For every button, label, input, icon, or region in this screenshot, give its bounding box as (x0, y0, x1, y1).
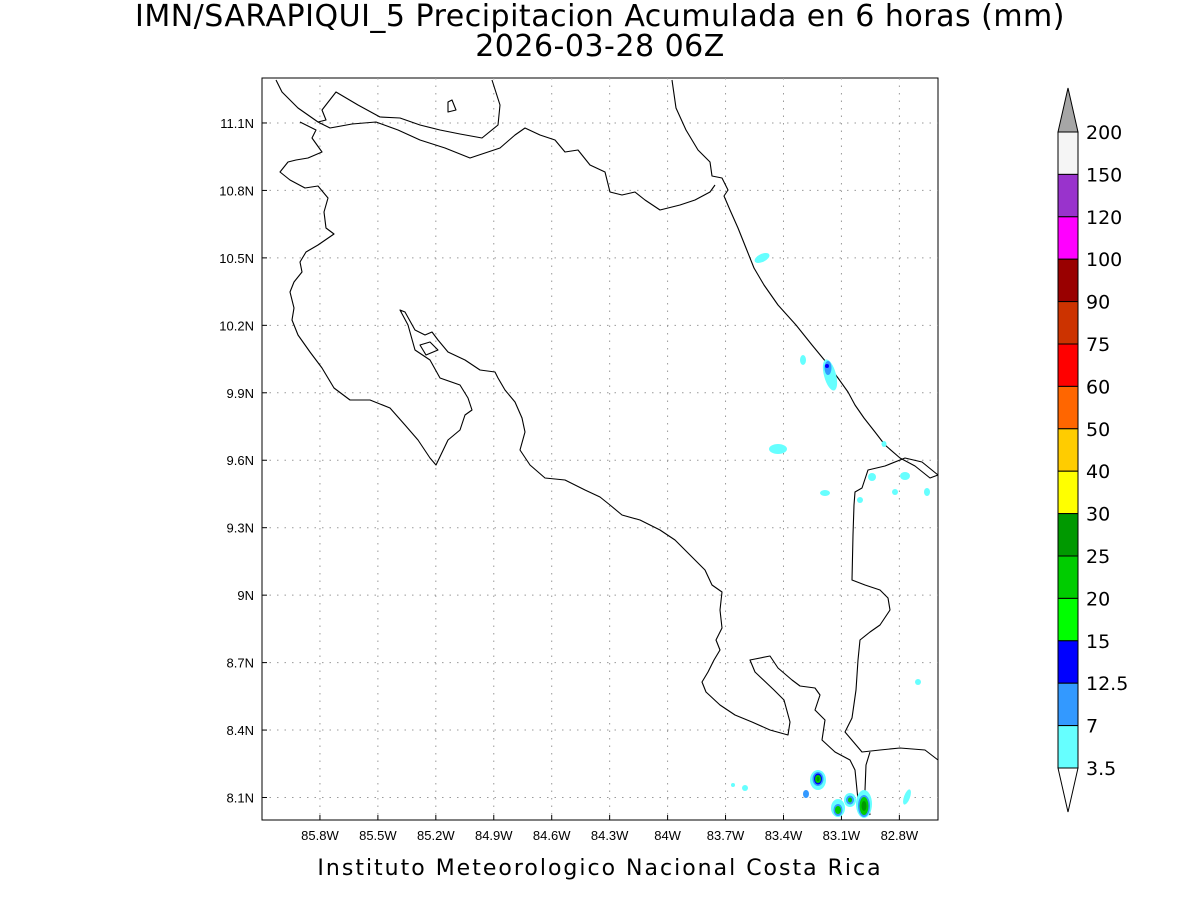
lon-tick-label: 85.8W (301, 828, 339, 843)
nicoya-coastline (279, 121, 861, 816)
colorbar-segment (1057, 597, 1079, 642)
precip-cell (769, 444, 787, 454)
colorbar-segment (1057, 385, 1079, 430)
lat-tick-label: 9.3N (227, 521, 254, 536)
lake-islet (447, 99, 457, 113)
lon-tick-label: 84.6W (533, 828, 571, 843)
colorbar-label: 200 (1086, 122, 1122, 144)
colorbar-segment (1057, 725, 1079, 769)
lon-tick-label: 82.8W (881, 828, 919, 843)
precip-cell (825, 364, 829, 368)
colorbar-label: 7 (1086, 716, 1098, 738)
colorbar-label: 75 (1086, 334, 1110, 356)
colorbar-segment (1057, 513, 1079, 557)
footer-credit: Instituto Meteorologico Nacional Costa R… (317, 856, 883, 881)
map-frame (261, 77, 939, 821)
colorbar-label: 150 (1086, 164, 1122, 186)
precip-cell (754, 253, 770, 263)
graticule (262, 78, 938, 820)
colorbar-segment (1057, 343, 1079, 387)
lat-tick-label: 10.5N (219, 251, 254, 266)
colorbar-segment (1057, 428, 1079, 472)
map-valid-time: 2026-03-28 06Z (475, 29, 725, 64)
lon-tick-label: 84W (654, 828, 681, 843)
lat-tick-label: 10.8N (219, 183, 254, 198)
precip-cell (924, 488, 930, 496)
colorbar: 3.5 7 12.5 15 20 25 30 40 50 60 75 90 100 120 150 200 (1057, 87, 1128, 813)
precip-cell (800, 355, 806, 365)
precip-cell (824, 361, 832, 375)
lat-tick-label: 8.1N (227, 791, 254, 806)
lat-tick-label: 9.9N (227, 386, 254, 401)
precip-cell (892, 489, 898, 495)
lat-tick-label: 8.7N (227, 656, 254, 671)
lon-tick-label: 84.3W (591, 828, 629, 843)
colorbar-segment (1057, 470, 1079, 515)
lon-tick-label: 83.4W (765, 828, 803, 843)
colorbar-top-arrow (1057, 87, 1079, 133)
precip-cell (820, 490, 830, 496)
lat-tick-label: 9.6N (227, 453, 254, 468)
longitude-tick-labels: 85.8W 85.5W 85.2W 84.9W 84.6W 84.3W 84W 83.7W 83… (301, 828, 919, 843)
colorbar-segment (1057, 131, 1079, 175)
colorbar-segment (1057, 301, 1079, 345)
title-block: IMN/SARAPIQUI_5 Precipitacion Acumulada … (0, 2, 1200, 62)
colorbar-segment (1057, 216, 1079, 260)
colorbar-bottom-arrow (1057, 767, 1079, 813)
precip-cell (881, 441, 887, 447)
gulf-inlet (419, 341, 439, 356)
lat-tick-label: 11.1N (220, 116, 254, 131)
lat-tick-label: 10.2N (219, 318, 254, 333)
nicaragua-border (317, 121, 716, 211)
lat-tick-label: 8.4N (227, 723, 254, 738)
lat-tick-label: 9N (237, 588, 254, 603)
lon-tick-label: 84.9W (475, 828, 513, 843)
lon-tick-label: 83.1W (823, 828, 861, 843)
map-title: IMN/SARAPIQUI_5 Precipitacion Acumulada … (135, 0, 1065, 34)
colorbar-segment (1057, 555, 1079, 599)
precip-cell (848, 797, 852, 803)
precip-cell (816, 776, 820, 782)
pacific-coastline (275, 79, 501, 139)
colorbar-label: 50 (1086, 419, 1110, 441)
colorbar-label: 100 (1086, 249, 1122, 271)
coastline-borders (275, 79, 939, 816)
colorbar-label: 90 (1086, 292, 1110, 314)
colorbar-label: 30 (1086, 504, 1110, 526)
precip-cell (915, 679, 921, 685)
colorbar-segment (1057, 682, 1079, 727)
precipitation-contours (731, 253, 930, 818)
caribbean-coastline (671, 79, 939, 479)
colorbar-label: 12.5 (1086, 673, 1128, 695)
colorbar-label: 60 (1086, 376, 1110, 398)
colorbar-label: 20 (1086, 588, 1110, 610)
precip-cell (857, 497, 863, 503)
colorbar-segment (1057, 640, 1079, 684)
colorbar-label: 25 (1086, 546, 1110, 568)
precip-cell (835, 806, 841, 814)
precip-cell (900, 472, 910, 480)
precip-cell (861, 801, 867, 811)
colorbar-label: 15 (1086, 631, 1110, 653)
precip-cell (742, 785, 748, 791)
latitude-tick-labels: 11.1N 10.8N 10.5N 10.2N 9.9N 9.6N 9.3N 9N 8.7N 8.… (219, 116, 254, 806)
precip-cell (731, 783, 735, 787)
precip-cell (903, 789, 911, 805)
lon-tick-label: 83.7W (707, 828, 745, 843)
colorbar-label: 3.5 (1086, 758, 1116, 780)
lon-tick-label: 85.2W (417, 828, 455, 843)
colorbar-segment (1057, 173, 1079, 218)
colorbar-label: 40 (1086, 461, 1110, 483)
lon-tick-label: 85.5W (359, 828, 397, 843)
colorbar-segment (1057, 258, 1079, 303)
colorbar-label: 120 (1086, 207, 1122, 229)
precip-cell (803, 790, 809, 798)
precip-cell (868, 473, 876, 481)
panama-border (844, 457, 939, 761)
